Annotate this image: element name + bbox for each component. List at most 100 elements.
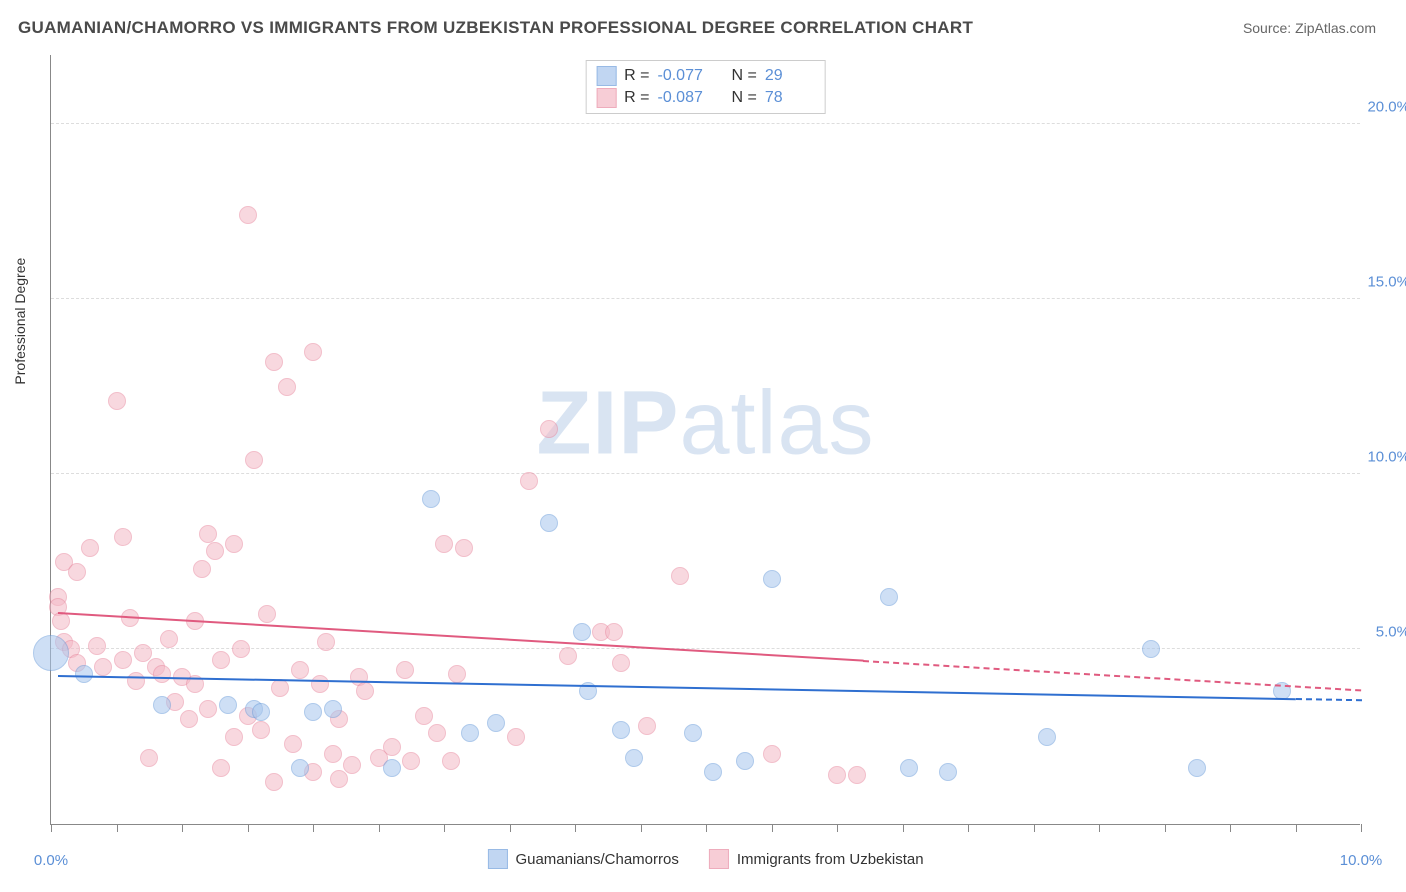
data-point [212,759,230,777]
data-point [939,763,957,781]
data-point [153,665,171,683]
data-point [763,570,781,588]
data-point [225,535,243,553]
y-axis-label: Professional Degree [12,258,28,385]
x-tick [1099,824,1100,832]
data-point [1038,728,1056,746]
data-point [684,724,702,742]
data-point [435,535,453,553]
data-point [448,665,466,683]
x-tick [248,824,249,832]
x-tick [444,824,445,832]
data-point [540,420,558,438]
data-point [704,763,722,781]
data-point [330,770,348,788]
data-point [304,703,322,721]
data-point [428,724,446,742]
legend-correlation-row: R =-0.087N =78 [596,87,815,109]
legend-correlation-row: R =-0.077N =29 [596,65,815,87]
data-point [245,451,263,469]
data-point [455,539,473,557]
x-tick [1165,824,1166,832]
data-point [252,721,270,739]
data-point [114,651,132,669]
data-point [900,759,918,777]
x-tick-label: 10.0% [1340,852,1383,869]
data-point [828,766,846,784]
x-tick [641,824,642,832]
data-point [507,728,525,746]
data-point [291,759,309,777]
data-point [559,647,577,665]
data-point [880,588,898,606]
x-tick [968,824,969,832]
data-point [402,752,420,770]
x-tick [379,824,380,832]
legend-series-item: Immigrants from Uzbekistan [709,849,924,869]
grid-line [51,298,1360,299]
data-point [1188,759,1206,777]
data-point [33,635,69,671]
x-tick [117,824,118,832]
trend-line [58,675,1296,700]
data-point [265,353,283,371]
data-point [278,378,296,396]
x-tick [772,824,773,832]
x-tick [182,824,183,832]
x-tick [837,824,838,832]
data-point [52,612,70,630]
x-tick [903,824,904,832]
scatter-chart: ZIPatlas R =-0.077N =29R =-0.087N =78 Gu… [50,55,1360,825]
data-point [324,745,342,763]
data-point [265,773,283,791]
y-tick-label: 10.0% [1367,449,1406,466]
grid-line [51,473,1360,474]
x-tick [1361,824,1362,832]
legend-swatch [487,849,507,869]
data-point [75,665,93,683]
data-point [573,623,591,641]
data-point [153,696,171,714]
data-point [442,752,460,770]
watermark-text: ZIPatlas [536,373,874,476]
legend-series-item: Guamanians/Chamorros [487,849,678,869]
data-point [625,749,643,767]
data-point [612,721,630,739]
data-point [605,623,623,641]
data-point [252,703,270,721]
x-tick-label: 0.0% [34,852,68,869]
chart-title: GUAMANIAN/CHAMORRO VS IMMIGRANTS FROM UZ… [18,18,973,38]
data-point [461,724,479,742]
data-point [94,658,112,676]
data-point [127,672,145,690]
data-point [199,700,217,718]
trend-line-dashed [863,660,1361,691]
data-point [736,752,754,770]
data-point [487,714,505,732]
data-point [88,637,106,655]
x-tick [575,824,576,832]
data-point [311,675,329,693]
data-point [317,633,335,651]
data-point [219,696,237,714]
data-point [291,661,309,679]
x-tick [51,824,52,832]
data-point [612,654,630,672]
legend-swatch [596,88,616,108]
series-legend: Guamanians/Chamorros Immigrants from Uzbe… [487,849,923,869]
legend-swatch [709,849,729,869]
data-point [671,567,689,585]
data-point [356,682,374,700]
x-tick [510,824,511,832]
y-tick-label: 20.0% [1367,99,1406,116]
data-point [206,542,224,560]
data-point [114,528,132,546]
data-point [422,490,440,508]
data-point [1142,640,1160,658]
data-point [415,707,433,725]
data-point [258,605,276,623]
data-point [108,392,126,410]
data-point [304,343,322,361]
data-point [180,710,198,728]
data-point [160,630,178,648]
